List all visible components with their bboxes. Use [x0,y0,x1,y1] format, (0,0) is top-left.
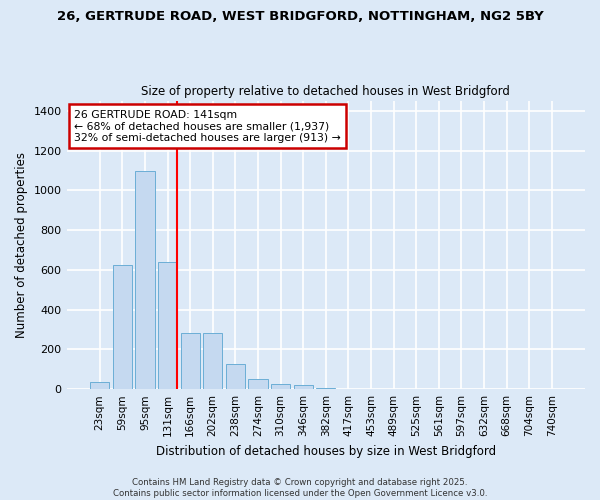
Bar [90,382,109,389]
Bar [226,364,245,389]
Bar [136,170,155,389]
Text: Contains HM Land Registry data © Crown copyright and database right 2025.
Contai: Contains HM Land Registry data © Crown c… [113,478,487,498]
Bar [203,332,223,389]
Bar [248,379,268,389]
Title: Size of property relative to detached houses in West Bridgford: Size of property relative to detached ho… [142,86,510,98]
Bar [293,385,313,389]
X-axis label: Distribution of detached houses by size in West Bridgford: Distribution of detached houses by size … [156,444,496,458]
Bar [316,388,335,389]
Bar [158,262,177,389]
Bar [113,265,132,389]
Bar [271,384,290,389]
Text: 26, GERTRUDE ROAD, WEST BRIDGFORD, NOTTINGHAM, NG2 5BY: 26, GERTRUDE ROAD, WEST BRIDGFORD, NOTTI… [56,10,544,23]
Y-axis label: Number of detached properties: Number of detached properties [15,152,28,338]
Text: 26 GERTRUDE ROAD: 141sqm
← 68% of detached houses are smaller (1,937)
32% of sem: 26 GERTRUDE ROAD: 141sqm ← 68% of detach… [74,110,341,143]
Bar [181,332,200,389]
